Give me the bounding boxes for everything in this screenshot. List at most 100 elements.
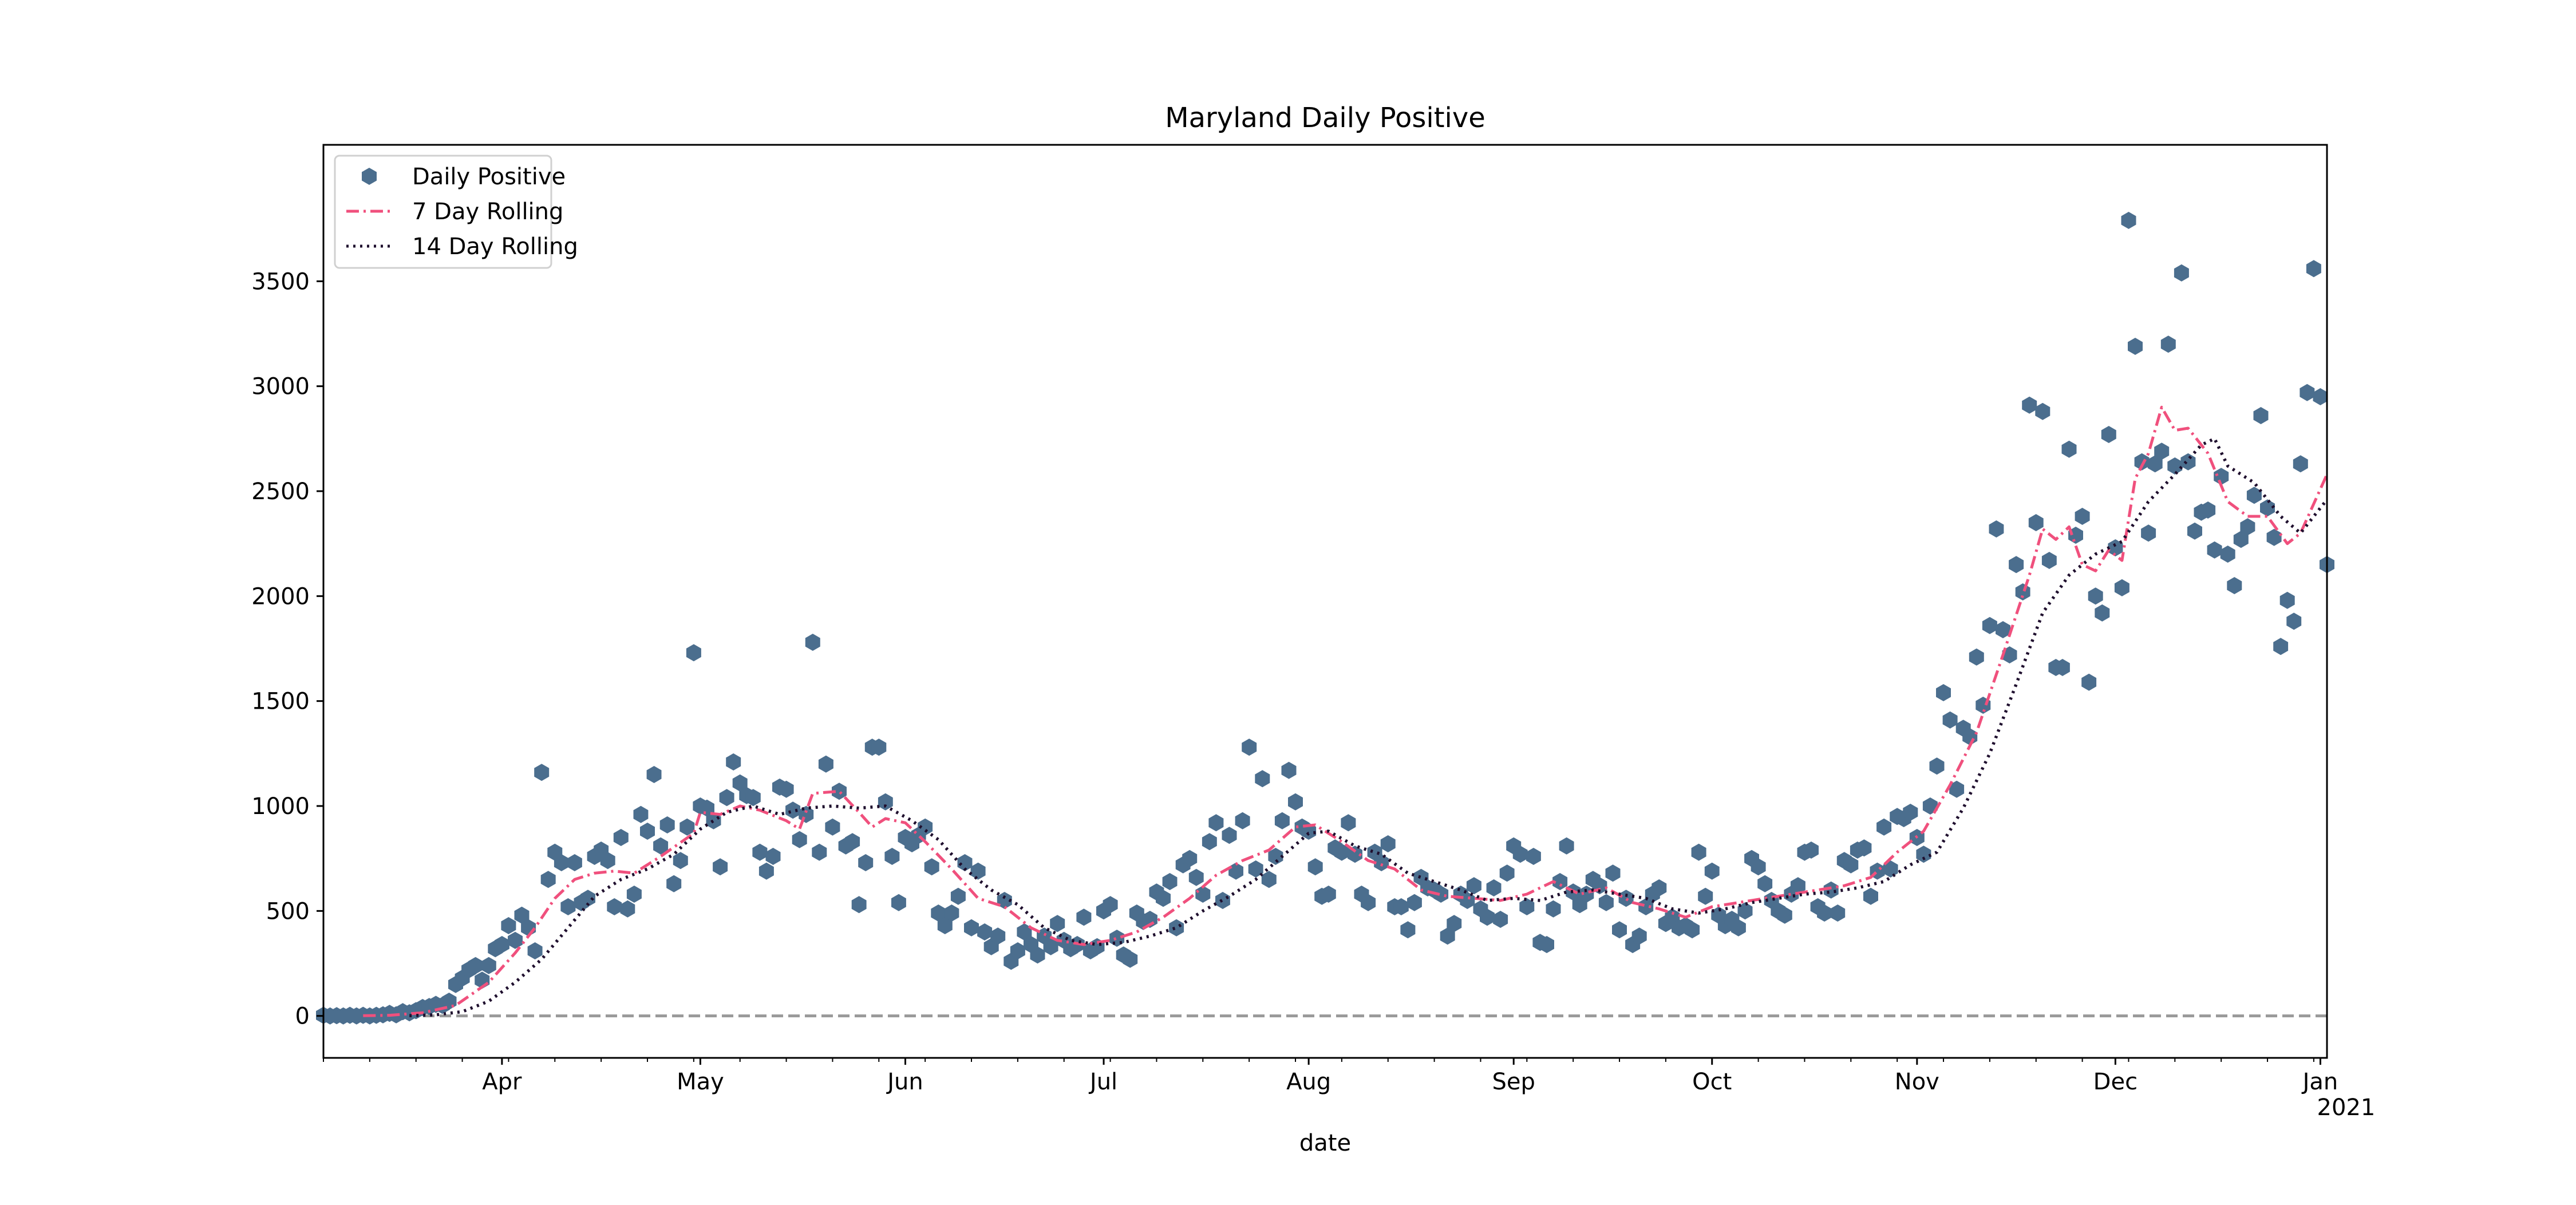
data-point xyxy=(1942,711,1958,729)
data-point xyxy=(2286,613,2302,630)
data-point xyxy=(2075,508,2090,525)
y-tick-label: 2500 xyxy=(251,479,310,505)
data-point xyxy=(970,862,986,880)
data-point xyxy=(2101,426,2116,443)
data-point xyxy=(2160,335,2176,353)
x-tick-label: Jan xyxy=(2301,1069,2338,1095)
data-point xyxy=(1519,898,1535,915)
rolling-7-day-line xyxy=(363,405,2329,1017)
data-point xyxy=(2240,518,2255,536)
data-point xyxy=(832,783,847,800)
data-point xyxy=(2207,541,2222,559)
data-point xyxy=(1274,812,1290,829)
data-point xyxy=(1255,770,1270,788)
data-point xyxy=(1843,856,1859,874)
data-point xyxy=(1374,854,1389,871)
data-point xyxy=(501,917,516,934)
data-point xyxy=(1162,873,1178,890)
daily-positive-points xyxy=(316,212,2334,1025)
data-point xyxy=(2128,338,2143,355)
data-point xyxy=(1169,919,1184,937)
data-point xyxy=(1288,793,1303,811)
data-point xyxy=(2313,388,2328,405)
data-point xyxy=(2174,264,2189,282)
data-point xyxy=(1188,868,1204,886)
data-point xyxy=(1030,946,1045,964)
data-point xyxy=(613,829,629,846)
data-point xyxy=(1195,886,1211,903)
data-point xyxy=(468,957,483,974)
data-point xyxy=(1228,862,1243,880)
chart-title: Maryland Daily Positive xyxy=(1165,102,1485,134)
data-point xyxy=(1949,780,1965,798)
data-point xyxy=(792,831,807,848)
data-point xyxy=(1307,858,1323,876)
data-point xyxy=(1248,860,1263,878)
data-point xyxy=(1751,858,1766,876)
data-point xyxy=(1480,908,1495,926)
data-point xyxy=(1407,894,1422,911)
data-point xyxy=(653,837,669,855)
data-point xyxy=(554,854,569,871)
data-point xyxy=(1969,648,1984,666)
data-point xyxy=(1631,927,1647,945)
data-point xyxy=(607,898,622,915)
data-point xyxy=(2227,577,2242,594)
legend-marker-points xyxy=(362,168,377,185)
data-point xyxy=(1903,804,1918,821)
data-point xyxy=(1242,738,1257,756)
data-point xyxy=(494,936,509,953)
data-point xyxy=(679,818,695,836)
data-point xyxy=(1447,915,1462,933)
data-point xyxy=(2306,260,2321,278)
data-point xyxy=(1103,896,1118,914)
data-point xyxy=(2095,604,2110,622)
data-point xyxy=(580,890,595,907)
data-point xyxy=(805,634,820,651)
data-point xyxy=(785,801,801,819)
data-point xyxy=(646,766,662,783)
data-point xyxy=(1546,900,1561,918)
x-tick-label: Apr xyxy=(482,1069,522,1095)
x-tick-label: May xyxy=(677,1069,724,1095)
data-point xyxy=(640,823,655,840)
y-tick-label: 3000 xyxy=(251,374,310,400)
data-point xyxy=(633,805,649,823)
data-point xyxy=(2187,522,2202,540)
y-tick-label: 0 xyxy=(295,1003,310,1030)
data-point xyxy=(1460,892,1475,909)
x-tick-year-label: 2021 xyxy=(2317,1095,2376,1121)
data-point xyxy=(918,818,933,836)
data-point xyxy=(2233,531,2249,548)
y-axis: 0 500 1000 1500 2000 2500 3000 3500 xyxy=(251,268,323,1030)
data-point xyxy=(2108,539,2123,556)
data-point xyxy=(845,833,860,851)
data-point xyxy=(2022,396,2037,414)
data-point xyxy=(1334,843,1349,861)
data-point xyxy=(1499,864,1515,882)
data-point xyxy=(2081,673,2097,691)
data-point xyxy=(1222,827,1237,844)
data-point xyxy=(1698,887,1713,905)
data-point xyxy=(752,843,768,861)
legend-label: 7 Day Rolling xyxy=(412,199,563,225)
data-point xyxy=(944,904,959,922)
data-point xyxy=(851,896,867,914)
data-point xyxy=(1486,879,1502,896)
data-point xyxy=(567,854,582,871)
data-point xyxy=(977,923,993,941)
data-point xyxy=(758,862,774,880)
data-point xyxy=(937,917,953,934)
data-point xyxy=(673,852,688,870)
data-point xyxy=(1618,890,1634,907)
x-tick-label: Dec xyxy=(2093,1069,2138,1095)
data-point xyxy=(2134,453,2150,471)
data-point xyxy=(1526,848,1541,865)
data-point xyxy=(2260,499,2275,517)
data-point xyxy=(1400,921,1416,939)
data-point xyxy=(1598,894,1614,911)
data-point xyxy=(1156,890,1171,907)
data-point xyxy=(2147,455,2163,473)
data-point xyxy=(2121,212,2136,229)
